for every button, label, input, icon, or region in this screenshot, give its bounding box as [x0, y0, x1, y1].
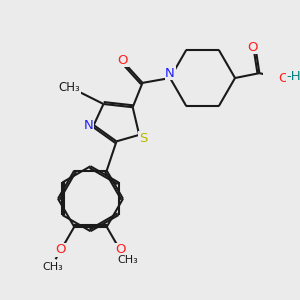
Text: O: O — [248, 41, 258, 54]
Text: -H: -H — [287, 70, 300, 83]
Text: N: N — [165, 67, 175, 80]
Text: CH₃: CH₃ — [43, 262, 64, 272]
Text: N: N — [84, 118, 94, 132]
Text: O: O — [278, 71, 289, 85]
Text: O: O — [56, 243, 66, 256]
Text: CH₃: CH₃ — [118, 255, 138, 265]
Text: O: O — [118, 54, 128, 67]
Text: S: S — [139, 132, 147, 145]
Text: CH₃: CH₃ — [58, 81, 80, 94]
Text: O: O — [115, 243, 125, 256]
